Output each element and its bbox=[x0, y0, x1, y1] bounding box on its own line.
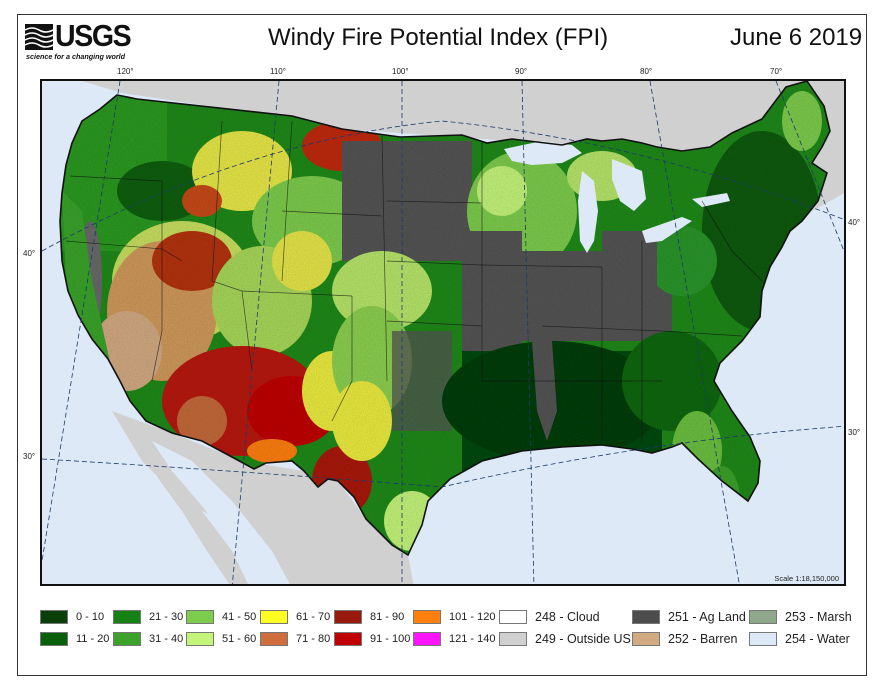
legend-item-101-120: 101 - 120 bbox=[413, 610, 495, 624]
legend-swatch bbox=[334, 610, 362, 624]
longitude-label-110: 110° bbox=[270, 67, 286, 76]
legend-item-marsh: 253 - Marsh bbox=[749, 610, 852, 624]
legend-swatch bbox=[749, 632, 777, 646]
legend-item-31-40: 31 - 40 bbox=[113, 632, 183, 646]
mexico-region bbox=[112, 411, 414, 584]
usgs-logo: USGS science for a changing world bbox=[25, 18, 135, 62]
legend-swatch bbox=[749, 610, 777, 624]
baja-peninsula bbox=[134, 426, 249, 584]
legend-swatch bbox=[334, 632, 362, 646]
longitude-label-100: 100° bbox=[392, 67, 409, 76]
lake-huron bbox=[612, 159, 646, 211]
longitude-label-70: 70° bbox=[770, 67, 783, 76]
latitude-label-right-40: 40° bbox=[848, 218, 861, 227]
legend-item-barren: 252 - Barren bbox=[632, 632, 737, 646]
legend-swatch bbox=[113, 632, 141, 646]
legend-swatch bbox=[260, 632, 288, 646]
legend-item-11-20: 11 - 20 bbox=[40, 632, 109, 646]
state-boundaries bbox=[65, 120, 763, 441]
canada-region bbox=[42, 81, 844, 311]
legend-swatch bbox=[186, 632, 214, 646]
legend-item-121-140: 121 - 140 bbox=[413, 632, 495, 646]
fpi-map[interactable]: Scale 1:18,150,000 bbox=[40, 79, 846, 586]
longitude-label-120: 120° bbox=[117, 67, 134, 76]
map-date: June 6 2019 bbox=[730, 24, 863, 51]
legend-swatch bbox=[40, 610, 68, 624]
legend-item-71-80: 71 - 80 bbox=[260, 632, 330, 646]
lake-michigan bbox=[578, 171, 598, 253]
lake-ontario bbox=[692, 193, 730, 207]
legend-swatch bbox=[499, 632, 527, 646]
usgs-tagline: science for a changing world bbox=[26, 52, 126, 61]
latitude-label-right-30: 30° bbox=[848, 428, 861, 437]
legend-swatch bbox=[113, 610, 141, 624]
conus-fpi-raster bbox=[42, 81, 844, 584]
legend-item-91-100: 91 - 100 bbox=[334, 632, 410, 646]
usgs-wave-icon bbox=[25, 24, 53, 50]
legend-swatch bbox=[260, 610, 288, 624]
lake-erie bbox=[642, 217, 692, 243]
legend-item-0-10: 0 - 10 bbox=[40, 610, 104, 624]
legend-item-81-90: 81 - 90 bbox=[334, 610, 404, 624]
legend-item-21-30: 21 - 30 bbox=[113, 610, 183, 624]
legend-item-ag-land: 251 - Ag Land bbox=[632, 610, 746, 624]
legend-swatch bbox=[413, 632, 441, 646]
legend-item-61-70: 61 - 70 bbox=[260, 610, 330, 624]
map-title: Windy Fire Potential Index (FPI) bbox=[268, 24, 609, 51]
legend-item-41-50: 41 - 50 bbox=[186, 610, 256, 624]
legend-swatch bbox=[632, 610, 660, 624]
latitude-label-left-30: 30° bbox=[23, 452, 36, 461]
legend-swatch bbox=[632, 632, 660, 646]
legend-swatch bbox=[40, 632, 68, 646]
longitude-label-80: 80° bbox=[640, 67, 653, 76]
map-legend: 0 - 10 11 - 20 21 - 30 31 - 40 41 - 50 5… bbox=[40, 610, 860, 660]
legend-item-water: 254 - Water bbox=[749, 632, 850, 646]
legend-item-outside-us: 249 - Outside US bbox=[499, 632, 631, 646]
usgs-wordmark: USGS bbox=[55, 18, 132, 53]
legend-swatch bbox=[186, 610, 214, 624]
legend-item-51-60: 51 - 60 bbox=[186, 632, 256, 646]
longitude-label-90: 90° bbox=[515, 67, 528, 76]
legend-swatch bbox=[413, 610, 441, 624]
legend-swatch bbox=[499, 610, 527, 624]
map-scale: Scale 1:18,150,000 bbox=[772, 574, 841, 583]
legend-item-cloud: 248 - Cloud bbox=[499, 610, 600, 624]
latitude-label-left-40: 40° bbox=[23, 249, 36, 258]
graticule bbox=[42, 81, 844, 584]
